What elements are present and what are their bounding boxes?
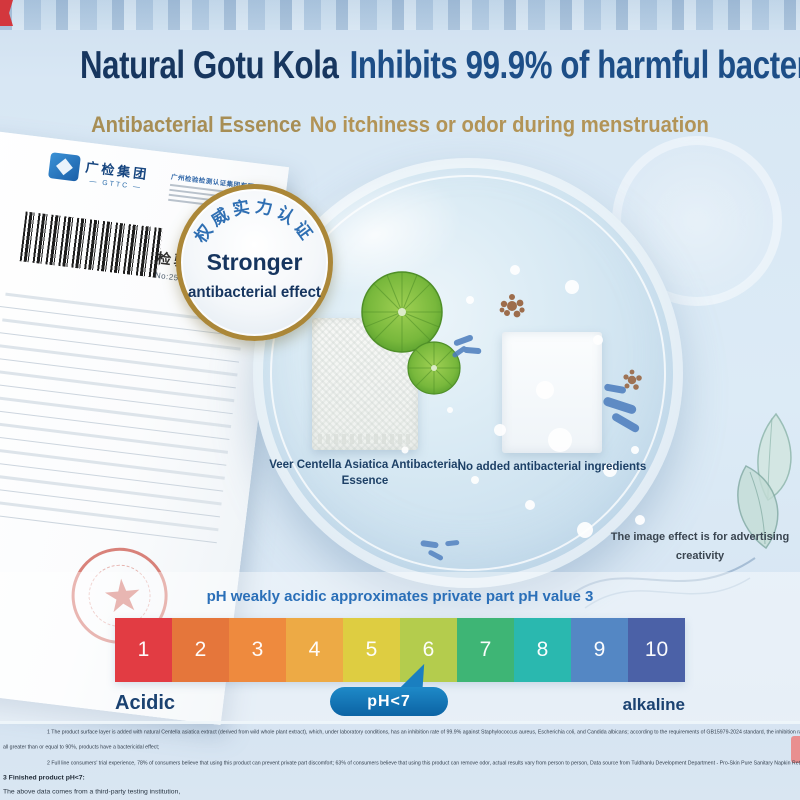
page-subtitle: Antibacterial Essence No itchiness or odo… [32, 112, 768, 138]
gotu-kola-leaf-large [361, 271, 443, 353]
dish-illustrations [361, 265, 645, 561]
ph-block-3: 3 [229, 618, 286, 682]
ph-block-7: 7 [457, 618, 514, 682]
cocci-bacteria-right [623, 369, 642, 390]
ph-alkaline-label: alkaline [622, 695, 685, 714]
title-sub: Inhibits 99.9% of harmful bacteria [349, 44, 800, 87]
tagline-right: No itchiness or odor during menstruation [309, 112, 709, 137]
ph-block-8: 8 [514, 618, 571, 682]
footnote-data-source: The above data comes from a third-party … [3, 788, 181, 796]
ph-block-10: 10 [628, 618, 685, 682]
rod-bacteria-bottom [420, 540, 460, 561]
ph-block-5: 5 [343, 618, 400, 682]
corner-logo-fragment [0, 0, 13, 26]
tagline-left: Antibacterial Essence [91, 112, 302, 137]
ph-block-2: 2 [172, 618, 229, 682]
ph-block-9: 9 [571, 618, 628, 682]
advertising-disclaimer: The image effect is for advertising crea… [610, 531, 790, 562]
barcode [19, 211, 163, 278]
title-main: Natural Gotu Kola [80, 44, 339, 87]
treated-sample-label: Veer Centella Asiatica Antibacterial Ess… [269, 459, 461, 487]
badge-claim-line2: antibacterial effect [188, 284, 321, 301]
rod-bacteria-right [603, 383, 640, 433]
ph-block-6: 6 [400, 618, 457, 682]
top-decor-band [0, 0, 800, 30]
gotu-kola-leaf-small [407, 341, 461, 395]
svg-text:权威实力认证: 权威实力认证 [190, 196, 318, 247]
rod-bacteria-top [452, 335, 482, 358]
petri-dish-inner-ring [270, 175, 666, 571]
ph-acidic-label: Acidic [115, 692, 176, 714]
decorative-swirl [564, 557, 756, 609]
ph-section-title: pH weakly acidic approximates private pa… [206, 588, 594, 605]
cocci-bacteria-top [499, 294, 525, 318]
decorative-leaves [737, 412, 792, 550]
page-edge-marker [791, 736, 800, 763]
badge-arc-text: 权威实力认证 [190, 196, 318, 247]
badge-claim-line1: Stronger [206, 249, 303, 275]
footnote-1-cont: all greater than or equal to 90%, produc… [3, 744, 160, 750]
ph-block-4: 4 [286, 618, 343, 682]
footnote-2: 2 Full line consumers' trial experience,… [47, 760, 800, 766]
footnote-1: 1 The product surface layer is added wit… [47, 729, 800, 735]
certification-badge: 权威实力认证 Stronger antibacterial effect [176, 184, 333, 341]
page-title: Natural Gotu Kola Inhibits 99.9% of harmf… [80, 44, 800, 88]
section-divider [0, 721, 800, 724]
ph-scale: 1 2 3 4 5 6 7 8 9 10 [115, 618, 685, 682]
footnote-3: 3 Finished product pH<7: [3, 774, 85, 782]
ph-block-1: 1 [115, 618, 172, 682]
ph-value-pill: pH<7 [330, 687, 448, 716]
control-sample-label: No added antibacterial ingredients [457, 461, 647, 473]
gttc-logo-row: 广检集团 — GTTC — [47, 152, 151, 192]
bubbles [401, 265, 645, 538]
gttc-logo-icon [47, 152, 81, 182]
